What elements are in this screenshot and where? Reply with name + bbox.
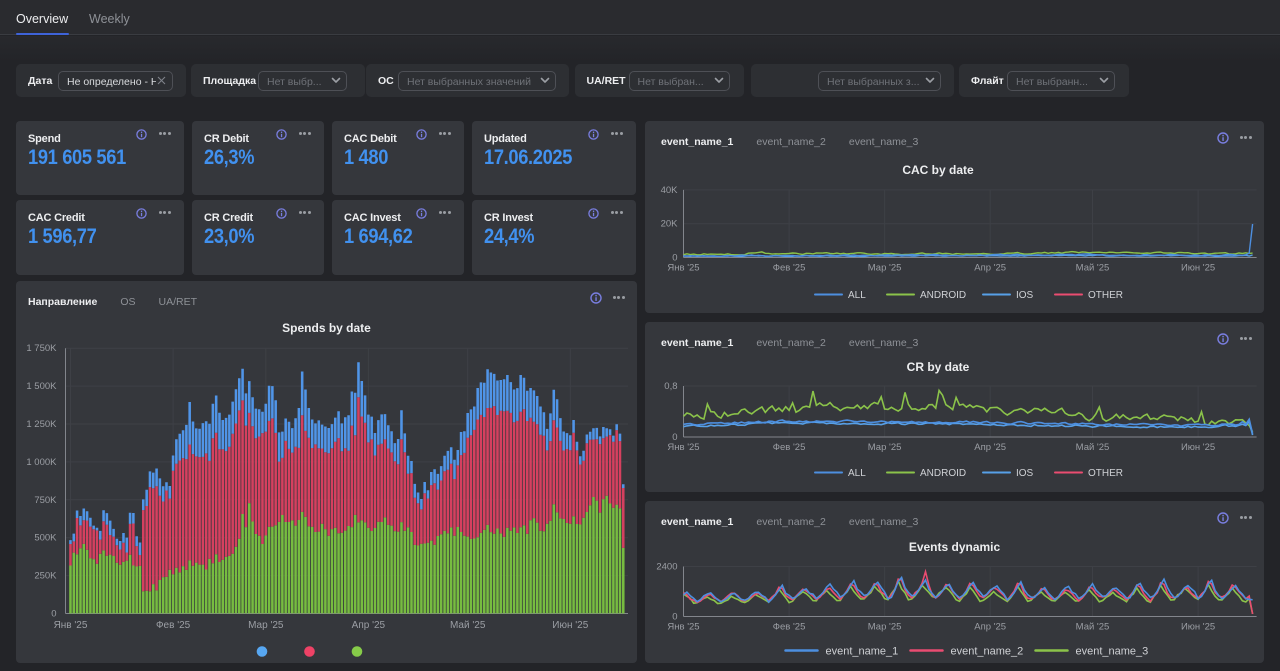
svg-text:IOS: IOS [1016,468,1034,479]
svg-text:250K: 250K [34,571,57,582]
svg-text:Апр '25: Апр '25 [352,620,386,631]
svg-text:Янв '25: Янв '25 [667,622,699,633]
svg-text:1 000K: 1 000K [26,457,57,468]
svg-text:Янв '25: Янв '25 [667,442,699,453]
svg-text:Май '25: Май '25 [450,620,486,631]
svg-text:Фев '25: Фев '25 [773,622,806,633]
svg-text:0: 0 [672,432,677,443]
svg-text:OTHER: OTHER [1088,468,1123,479]
svg-text:750K: 750K [34,495,57,506]
svg-text:ANDROID: ANDROID [920,290,966,301]
svg-text:Янв '25: Янв '25 [667,263,699,274]
svg-text:Апр '25: Апр '25 [974,442,1006,453]
svg-text:Апр '25: Апр '25 [974,622,1006,633]
svg-text:event_name_3: event_name_3 [1076,646,1149,658]
svg-text:Фев '25: Фев '25 [156,620,191,631]
svg-text:ANDROID: ANDROID [920,468,966,479]
svg-text:Мар '25: Мар '25 [868,442,902,453]
svg-text:ALL: ALL [848,290,866,301]
svg-text:Мар '25: Мар '25 [868,263,902,274]
svg-text:Фев '25: Фев '25 [773,263,806,274]
svg-text:Май '25: Май '25 [1076,263,1110,274]
svg-text:Май '25: Май '25 [1076,622,1110,633]
svg-text:20K: 20K [661,219,679,230]
svg-text:0,8: 0,8 [664,381,677,392]
svg-text:0: 0 [51,609,56,620]
svg-text:2400: 2400 [656,562,677,573]
svg-text:Май '25: Май '25 [1076,442,1110,453]
svg-text:IOS: IOS [1016,290,1034,301]
svg-text:0: 0 [672,253,677,264]
svg-text:1 500K: 1 500K [26,381,57,392]
svg-text:event_name_1: event_name_1 [826,646,899,658]
svg-text:Июн '25: Июн '25 [1181,263,1215,274]
svg-text:Июн '25: Июн '25 [552,620,588,631]
svg-text:Июн '25: Июн '25 [1181,622,1215,633]
svg-text:0: 0 [672,612,677,623]
svg-text:ALL: ALL [848,468,866,479]
svg-text:1 250K: 1 250K [26,419,57,430]
svg-text:Фев '25: Фев '25 [773,442,806,453]
svg-text:500K: 500K [34,533,57,544]
svg-text:40K: 40K [661,185,679,196]
svg-text:event_name_2: event_name_2 [951,646,1024,658]
svg-text:Июн '25: Июн '25 [1181,442,1215,453]
svg-text:Мар '25: Мар '25 [868,622,902,633]
svg-text:1 750K: 1 750K [26,343,57,354]
svg-text:OTHER: OTHER [1088,290,1123,301]
svg-text:Мар '25: Мар '25 [248,620,284,631]
svg-text:Янв '25: Янв '25 [54,620,88,631]
svg-text:Апр '25: Апр '25 [974,263,1006,274]
